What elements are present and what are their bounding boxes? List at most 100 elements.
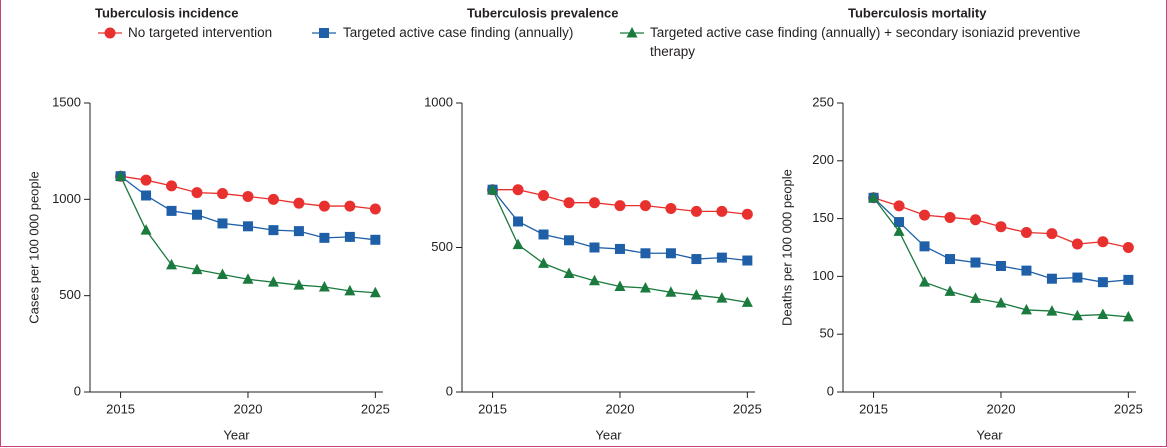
marker: [588, 274, 600, 286]
x-tick-label: 2020: [606, 401, 635, 416]
x-tick-label: 2020: [234, 401, 263, 416]
marker: [640, 248, 651, 259]
y-tick-label: 150: [812, 210, 834, 225]
marker: [140, 174, 152, 186]
marker: [216, 188, 228, 200]
y-axis-label: Deaths per 100 000 people: [779, 169, 794, 326]
marker: [293, 279, 305, 290]
y-tick-label: 0: [827, 383, 834, 398]
marker: [1122, 242, 1134, 253]
y-tick-label: 0: [74, 383, 81, 398]
marker: [191, 187, 203, 199]
marker: [538, 189, 550, 201]
marker: [691, 254, 702, 265]
marker: [944, 211, 956, 223]
marker: [742, 255, 753, 266]
marker: [741, 296, 753, 307]
y-axis-label: Cases per 100 000 people: [26, 171, 41, 324]
legend-label: No targeted intervention: [128, 25, 273, 40]
marker: [216, 268, 228, 279]
legend-label: Targeted active case finding (annually) …: [650, 25, 1081, 59]
y-tick-label: 100: [812, 268, 834, 283]
x-tick-label: 2025: [1114, 401, 1143, 416]
y-tick-label: 1500: [52, 94, 81, 109]
marker: [690, 289, 702, 300]
y-tick-label: 1000: [424, 94, 453, 109]
x-tick-label: 2025: [361, 401, 390, 416]
marker: [563, 267, 575, 279]
marker: [894, 217, 905, 228]
marker: [1097, 308, 1109, 320]
marker: [944, 285, 956, 296]
y-tick-label: 200: [812, 152, 834, 167]
y-tick-label: 250: [812, 94, 834, 109]
marker: [242, 221, 253, 232]
marker: [293, 197, 305, 209]
marker: [563, 197, 575, 209]
marker: [242, 190, 254, 202]
x-tick-label: 2015: [106, 401, 135, 416]
marker: [716, 205, 728, 217]
marker: [919, 276, 931, 287]
marker: [969, 214, 981, 226]
marker: [919, 241, 930, 252]
marker: [487, 183, 499, 195]
marker: [369, 203, 381, 215]
marker: [1020, 303, 1032, 315]
marker: [104, 27, 116, 39]
marker: [969, 292, 981, 303]
marker: [293, 226, 304, 237]
marker: [868, 191, 880, 203]
marker: [166, 258, 178, 270]
x-axis-label: Year: [595, 427, 622, 442]
marker: [893, 225, 905, 236]
marker: [141, 190, 152, 201]
marker: [344, 284, 356, 296]
marker: [267, 193, 279, 205]
marker: [513, 216, 524, 227]
marker: [614, 243, 625, 254]
y-tick-label: 1000: [52, 191, 81, 206]
marker: [369, 286, 381, 298]
marker: [665, 202, 677, 214]
chart-title: Tuberculosis mortality: [848, 5, 987, 20]
marker: [995, 260, 1006, 271]
legend-label: Targeted active case finding (annually): [343, 25, 574, 40]
marker: [318, 200, 330, 212]
x-tick-label: 2020: [987, 401, 1016, 416]
marker: [217, 218, 228, 229]
marker: [614, 280, 626, 292]
marker: [716, 252, 727, 263]
x-axis-label: Year: [223, 427, 250, 442]
marker: [319, 232, 330, 243]
marker: [665, 248, 676, 259]
marker: [626, 27, 638, 38]
marker: [1072, 272, 1083, 283]
marker: [690, 205, 702, 217]
marker: [166, 180, 178, 192]
marker: [191, 263, 203, 275]
chart-title: Tuberculosis incidence: [95, 5, 239, 20]
marker: [1097, 277, 1108, 288]
y-tick-label: 500: [59, 287, 81, 302]
x-tick-label: 2015: [478, 401, 507, 416]
marker: [588, 197, 600, 209]
marker: [970, 257, 981, 268]
y-tick-label: 500: [431, 239, 453, 254]
marker: [639, 281, 651, 293]
marker: [318, 280, 330, 292]
marker: [1071, 238, 1083, 250]
marker: [140, 224, 152, 235]
marker: [639, 200, 651, 212]
marker: [1097, 236, 1109, 248]
marker: [512, 238, 524, 250]
marker: [192, 209, 203, 220]
marker: [1046, 273, 1057, 284]
marker: [512, 184, 524, 196]
marker: [919, 209, 931, 221]
chart-title: Tuberculosis prevalence: [467, 5, 619, 20]
marker: [1020, 226, 1032, 238]
marker: [614, 200, 626, 212]
